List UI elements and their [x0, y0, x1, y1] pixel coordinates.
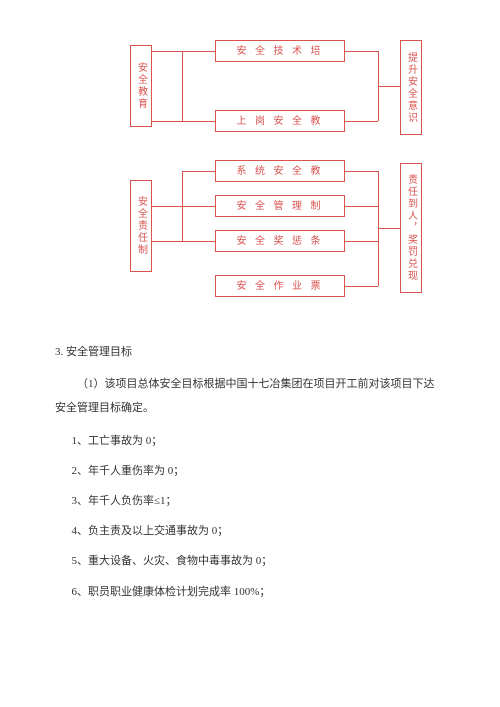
connector [152, 241, 182, 242]
safety-diagram: 安全教育 安全责任制 提升安全意识 责任到人，奖罚兑现 安 全 技 术 培 上 … [60, 15, 440, 325]
connector [152, 121, 182, 122]
connector [345, 171, 378, 172]
g2-box-0: 系 统 安 全 教 [215, 160, 345, 182]
list-item: 2、年千人重伤率为 0； [55, 459, 445, 483]
section-title: 3. 安全管理目标 [55, 340, 445, 364]
connector [182, 51, 183, 121]
connector [182, 241, 215, 242]
g1-box-0: 安 全 技 术 培 [215, 40, 345, 62]
g2-box-3: 安 全 作 业 票 [215, 275, 345, 297]
list-item: 1、工亡事故为 0； [55, 429, 445, 453]
text-block: 3. 安全管理目标 （1）该项目总体安全目标根据中国十七冶集团在项目开工前对该项… [10, 340, 490, 604]
list-item: 6、职员职业健康体检计划完成率 100%； [55, 580, 445, 604]
g2-box-2: 安 全 奖 惩 条 [215, 230, 345, 252]
g2-box-1: 安 全 管 理 制 [215, 195, 345, 217]
connector [152, 206, 182, 207]
connector [345, 241, 378, 242]
connector [345, 51, 378, 52]
list-item: 5、重大设备、火灾、食物中毒事故为 0； [55, 549, 445, 573]
connector [182, 51, 215, 52]
connector [345, 286, 378, 287]
list-item: 3、年千人负伤率≤1； [55, 489, 445, 513]
connector [182, 121, 215, 122]
connector [378, 86, 400, 87]
box-right1: 提升安全意识 [400, 40, 422, 135]
connector [345, 206, 378, 207]
connector [182, 171, 215, 172]
connector [152, 51, 182, 52]
connector [378, 228, 400, 229]
connector [345, 121, 378, 122]
list-item: 4、负主责及以上交通事故为 0； [55, 519, 445, 543]
connector [182, 206, 215, 207]
g1-box-1: 上 岗 安 全 教 [215, 110, 345, 132]
intro-paragraph: （1）该项目总体安全目标根据中国十七冶集团在项目开工前对该项目下达安全管理目标确… [55, 372, 445, 420]
box-left2: 安全责任制 [130, 180, 152, 272]
box-left1: 安全教育 [130, 45, 152, 127]
box-right2: 责任到人，奖罚兑现 [400, 163, 422, 293]
